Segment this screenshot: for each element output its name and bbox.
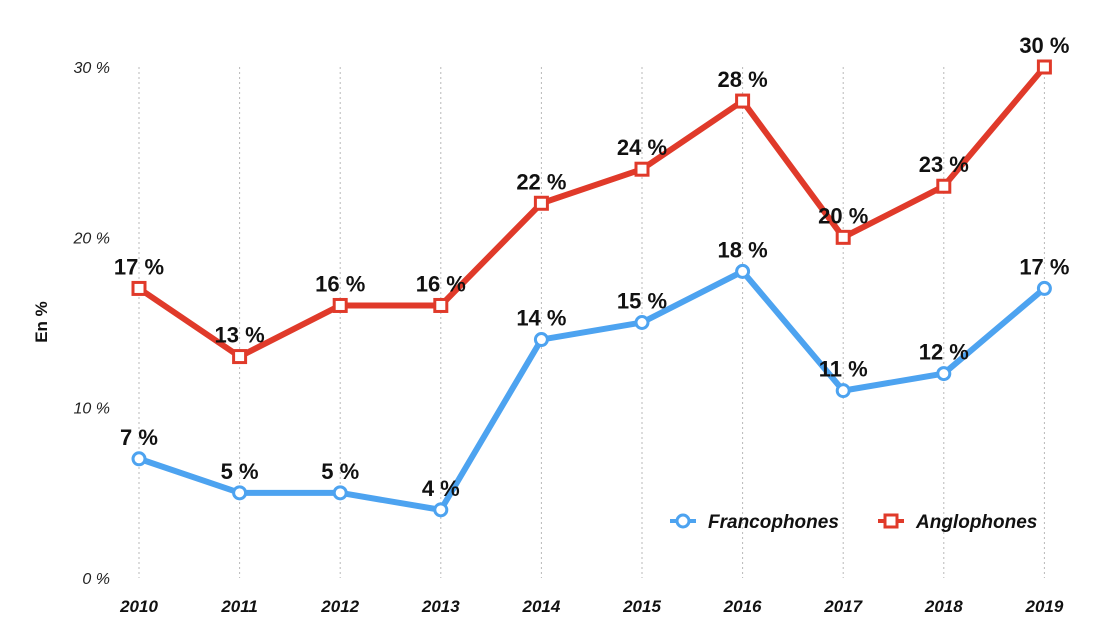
x-tick-label-2010: 2010 [119,597,158,616]
y-tick-label: 10 % [74,401,110,418]
x-tick-label-2018: 2018 [924,597,963,616]
gridlines [138,67,1045,578]
point-anglophones-2014 [533,195,549,211]
legend: Francophones Anglophones [670,512,1037,533]
data-label-francophones-2016: 18 % [718,237,768,262]
x-tick-label-2015: 2015 [622,597,661,616]
series-lines [136,64,1048,513]
data-label-anglophones-2016: 28 % [718,67,768,92]
data-label-francophones-2015: 15 % [617,289,667,314]
point-francophones-2017 [835,383,851,399]
x-axis-ticks: 2010 2011 2012 2013 2014 2015 2016 2017 2018 2019 [119,597,1064,616]
x-tick-label-2013: 2013 [421,597,460,616]
series-markers [131,59,1052,518]
data-label-anglophones-2017: 20 % [818,203,868,228]
data-label-francophones-2010: 7 % [120,425,158,450]
point-francophones-2018 [936,366,952,382]
x-tick-label-2011: 2011 [220,597,258,616]
legend-label-anglophones: Anglophones [915,512,1037,533]
legend-label-francophones: Francophones [708,512,839,533]
data-label-francophones-2017: 11 % [819,357,868,382]
y-axis-ticks: 0 % 10 % 20 % 30 % [73,60,110,588]
point-francophones-2015 [634,315,650,330]
point-francophones-2019 [1036,280,1052,296]
point-francophones-2016 [735,263,751,279]
point-anglophones-2013 [433,297,449,313]
point-francophones-2010 [131,451,147,467]
data-label-anglophones-2019: 30 % [1019,33,1069,58]
point-francophones-2013 [433,502,449,518]
x-tick-label-2014: 2014 [521,597,560,616]
series-line-anglophones [136,64,1048,360]
x-tick-label-2016: 2016 [723,597,762,616]
data-label-anglophones-2012: 16 % [315,271,365,296]
data-label-anglophones-2018: 23 % [919,152,969,177]
legend-marker-francophones [675,513,691,529]
data-label-francophones-2014: 14 % [516,306,566,331]
point-anglophones-2012 [332,297,348,313]
data-label-anglophones-2010: 17 % [114,254,164,279]
data-label-francophones-2019: 17 % [1019,254,1069,279]
y-axis-label: En % [32,301,51,343]
point-anglophones-2017 [835,229,851,245]
data-label-francophones-2018: 12 % [919,340,969,365]
point-anglophones-2011 [232,349,248,365]
x-tick-label-2012: 2012 [320,597,359,616]
point-francophones-2012 [332,485,348,501]
y-tick-label: 30 % [74,60,110,77]
x-tick-label-2019: 2019 [1024,597,1063,616]
data-label-anglophones-2015: 24 % [617,135,667,160]
data-label-francophones-2011: 5 % [221,459,259,484]
point-francophones-2011 [232,485,248,501]
point-anglophones-2016 [735,93,751,109]
point-anglophones-2015 [634,161,650,177]
point-anglophones-2010 [131,280,147,296]
data-label-francophones-2013: 4 % [422,476,460,501]
legend-marker-anglophones [883,513,899,529]
point-anglophones-2018 [936,178,952,194]
data-label-anglophones-2013: 16 % [416,271,466,296]
point-francophones-2014 [533,332,549,348]
legend-item-anglophones: Anglophones [878,512,1037,533]
point-anglophones-2019 [1036,59,1052,75]
y-tick-label: 0 % [82,571,110,588]
x-tick-label-2017: 2017 [823,597,863,616]
data-label-anglophones-2011: 13 % [215,323,265,348]
data-label-anglophones-2014: 22 % [516,169,566,194]
data-labels: 7 % 5 % 5 % 4 % 14 % 15 % 18 % 11 % 12 % 17 % 17 %… [114,33,1070,501]
legend-item-francophones: Francophones [670,512,839,533]
y-tick-label: 20 % [73,230,110,247]
series-line-francophones [136,268,1048,513]
data-label-francophones-2012: 5 % [321,459,359,484]
